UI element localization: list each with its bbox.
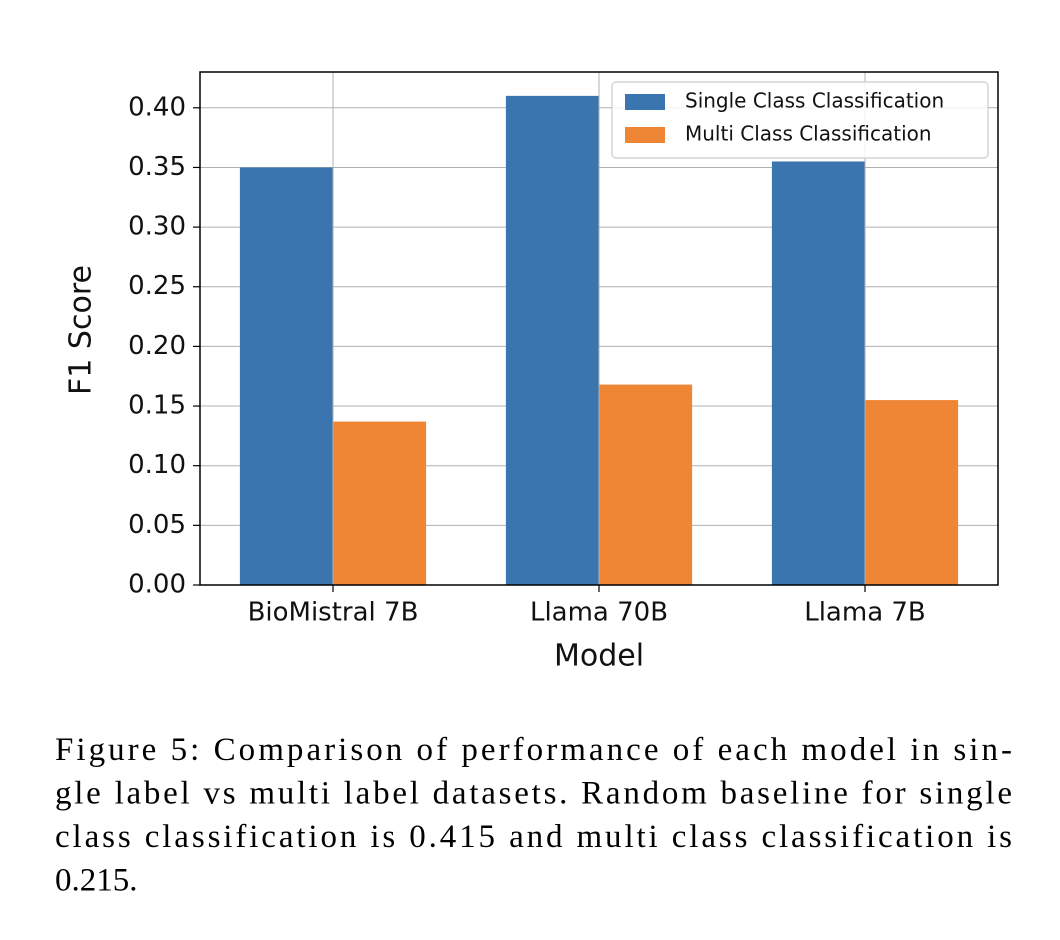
y-tick-label: 0.05 bbox=[128, 510, 186, 540]
bar bbox=[865, 400, 959, 585]
bar bbox=[771, 161, 865, 585]
y-axis-label: F1 Score bbox=[64, 265, 99, 395]
y-tick-label: 0.25 bbox=[128, 271, 186, 301]
y-tick-label: 0.40 bbox=[128, 92, 186, 122]
x-tick-label: BioMistral 7B bbox=[248, 598, 419, 628]
y-tick-label: 0.15 bbox=[128, 391, 186, 421]
caption-line: gle label vs multi label datasets. Rando… bbox=[55, 776, 1012, 812]
y-tick-label: 0.20 bbox=[128, 331, 186, 361]
caption-line: Figure 5: Comparison of performance of e… bbox=[55, 732, 1012, 768]
y-tick-label: 0.35 bbox=[128, 152, 186, 182]
caption-line: class classification is 0.415 and multi … bbox=[55, 819, 1012, 855]
y-tick-label: 0.10 bbox=[128, 450, 186, 480]
y-tick-label: 0.30 bbox=[128, 212, 186, 242]
legend-label: Single Class Classification bbox=[685, 89, 944, 113]
bar bbox=[239, 167, 333, 585]
bar bbox=[333, 421, 427, 585]
x-tick-label: Llama 7B bbox=[804, 598, 926, 628]
legend-swatch bbox=[625, 127, 665, 143]
caption-line: 0.215. bbox=[55, 863, 138, 899]
y-tick-label: 0.00 bbox=[128, 570, 186, 600]
legend-label: Multi Class Classification bbox=[685, 122, 932, 146]
legend-swatch bbox=[625, 94, 665, 110]
plot-frame bbox=[199, 71, 999, 586]
bar bbox=[599, 384, 693, 585]
bar bbox=[505, 95, 599, 585]
x-axis-label: Model bbox=[554, 639, 644, 674]
x-tick-label: Llama 70B bbox=[530, 598, 668, 628]
legend-box bbox=[611, 81, 989, 159]
